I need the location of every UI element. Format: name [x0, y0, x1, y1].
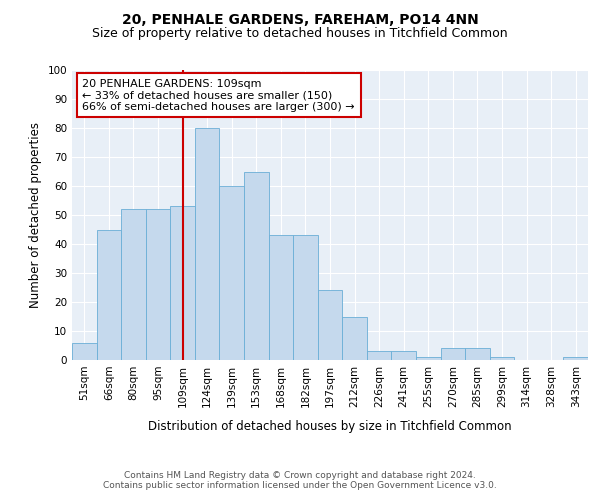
Bar — [563, 357, 588, 360]
Text: 20, PENHALE GARDENS, FAREHAM, PO14 4NN: 20, PENHALE GARDENS, FAREHAM, PO14 4NN — [122, 12, 478, 26]
Bar — [342, 316, 367, 360]
Text: Size of property relative to detached houses in Titchfield Common: Size of property relative to detached ho… — [92, 28, 508, 40]
Text: Contains HM Land Registry data © Crown copyright and database right 2024.
Contai: Contains HM Land Registry data © Crown c… — [103, 470, 497, 490]
Text: Distribution of detached houses by size in Titchfield Common: Distribution of detached houses by size … — [148, 420, 512, 433]
Bar — [293, 236, 318, 360]
Bar — [72, 342, 97, 360]
Bar — [391, 352, 416, 360]
Bar — [97, 230, 121, 360]
Bar — [416, 357, 440, 360]
Bar — [146, 209, 170, 360]
Bar — [490, 357, 514, 360]
Bar — [465, 348, 490, 360]
Bar — [318, 290, 342, 360]
Bar — [220, 186, 244, 360]
Bar — [195, 128, 220, 360]
Bar — [367, 352, 391, 360]
Bar — [269, 236, 293, 360]
Bar — [244, 172, 269, 360]
Y-axis label: Number of detached properties: Number of detached properties — [29, 122, 42, 308]
Text: 20 PENHALE GARDENS: 109sqm
← 33% of detached houses are smaller (150)
66% of sem: 20 PENHALE GARDENS: 109sqm ← 33% of deta… — [82, 78, 355, 112]
Bar — [440, 348, 465, 360]
Bar — [121, 209, 146, 360]
Bar — [170, 206, 195, 360]
